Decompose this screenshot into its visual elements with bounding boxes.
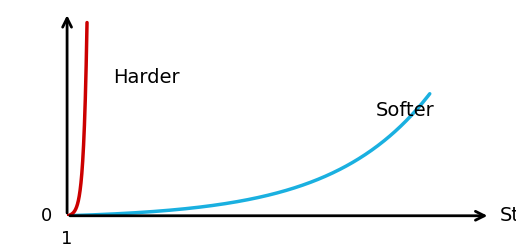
Text: Softer: Softer xyxy=(375,100,434,120)
Text: Stretch: Stretch xyxy=(500,206,516,225)
Text: 1: 1 xyxy=(61,230,73,248)
Text: Stress: Stress xyxy=(67,0,127,4)
Text: 0: 0 xyxy=(41,207,53,225)
Text: Harder: Harder xyxy=(113,68,180,87)
